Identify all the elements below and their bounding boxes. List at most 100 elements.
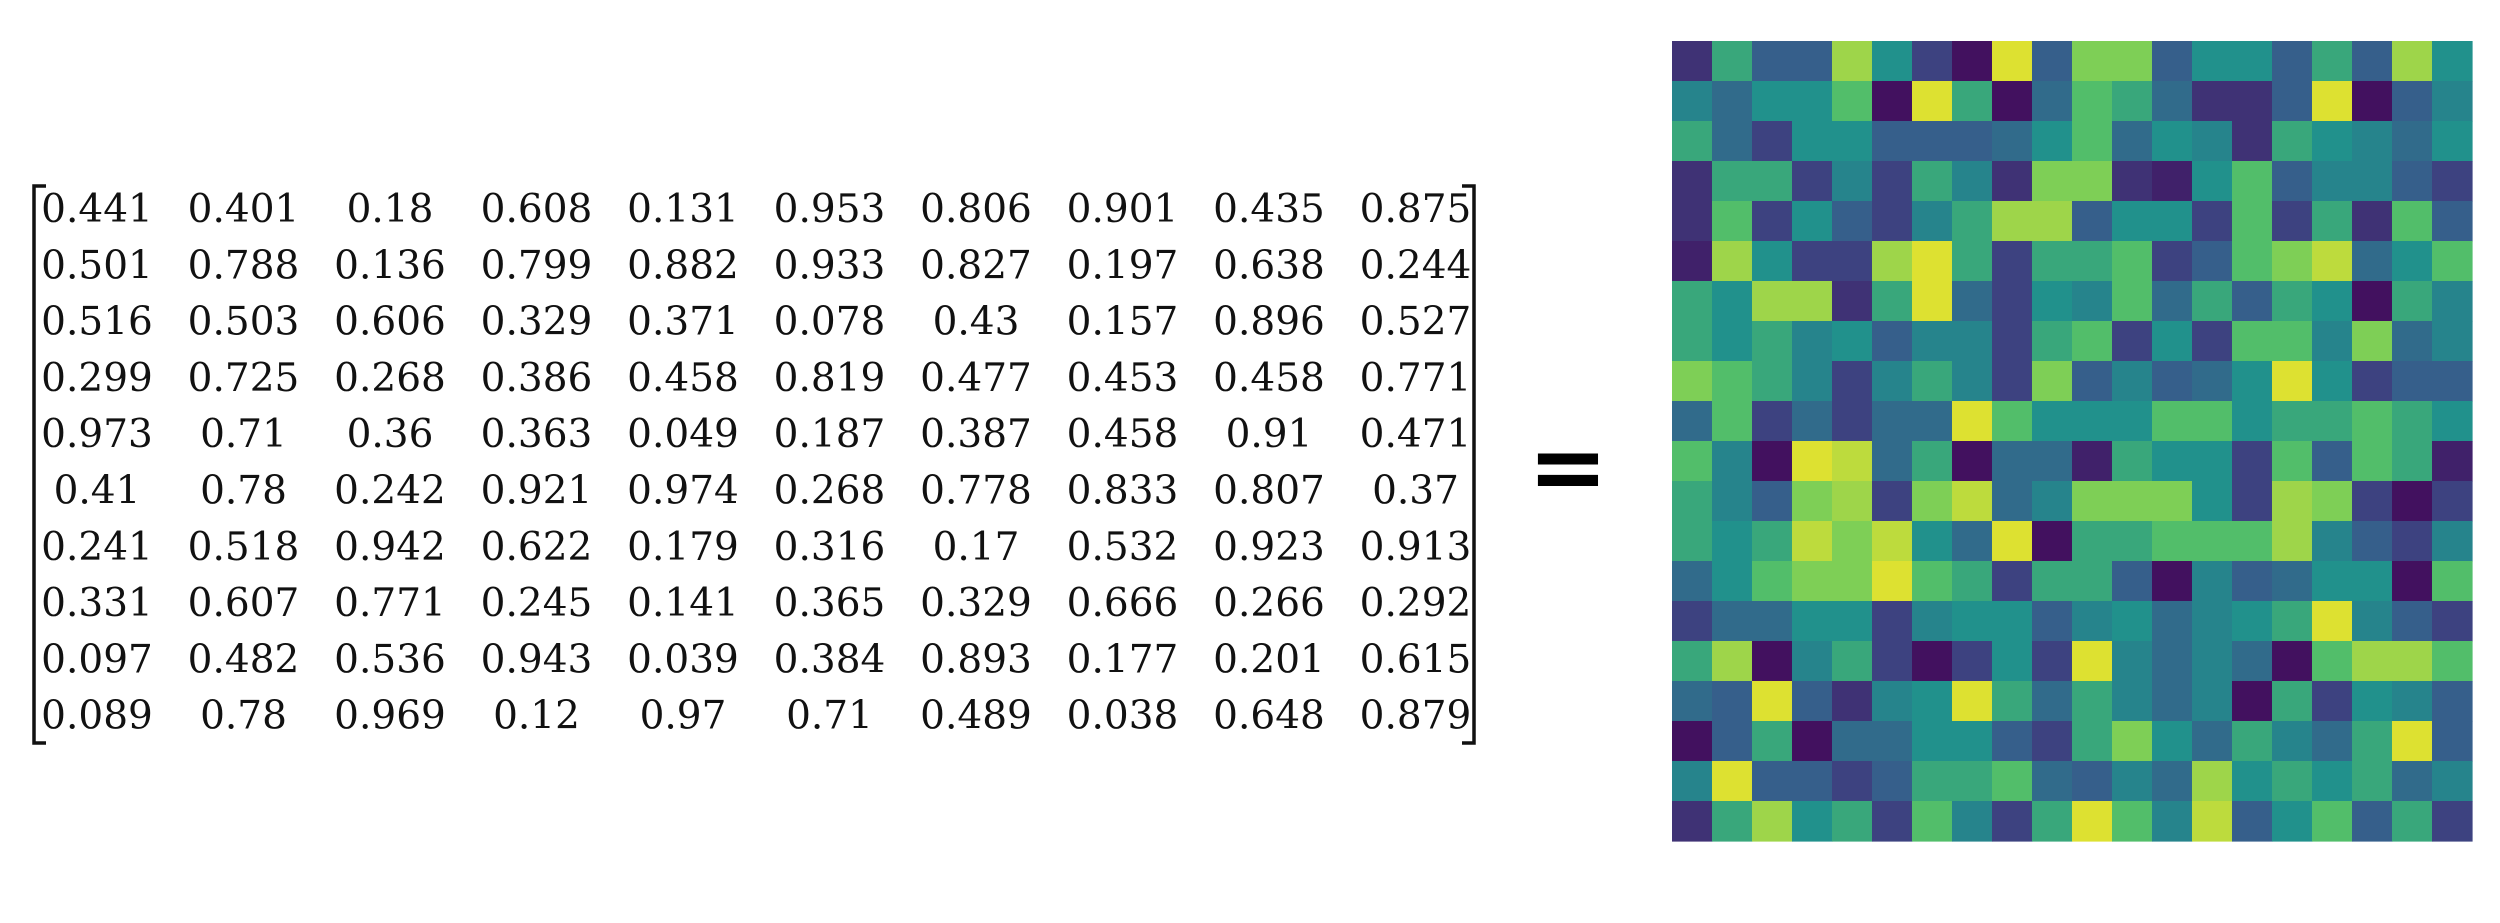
heatmap-cell bbox=[2192, 121, 2233, 162]
heatmap-cell bbox=[1912, 761, 1953, 802]
matrix-cell: 0.441 bbox=[41, 187, 153, 232]
heatmap-cell bbox=[2032, 41, 2073, 82]
heatmap-cell bbox=[1832, 601, 1873, 642]
heatmap-cell bbox=[2312, 161, 2353, 202]
heatmap-cell bbox=[2072, 81, 2113, 122]
matrix-values: 0.441 0.401 0.18 0.608 0.131 0.953 0.806 0.901 0… bbox=[41, 187, 1471, 739]
heatmap-cell bbox=[2032, 601, 2073, 642]
heatmap-cell bbox=[1912, 201, 1953, 242]
heatmap-cell bbox=[2032, 801, 2073, 842]
heatmap-cell bbox=[1952, 641, 1993, 682]
heatmap-cell bbox=[1752, 121, 1793, 162]
heatmap-cell bbox=[2112, 801, 2153, 842]
heatmap-cell bbox=[1952, 81, 1993, 122]
heatmap-cell bbox=[1752, 801, 1793, 842]
heatmap-cell bbox=[1752, 721, 1793, 762]
heatmap-cell bbox=[2352, 641, 2393, 682]
heatmap-cell bbox=[2392, 441, 2433, 482]
matrix-cell: 0.401 bbox=[188, 187, 300, 232]
heatmap-cell bbox=[1712, 81, 1753, 122]
heatmap-cell bbox=[1672, 241, 1713, 282]
matrix-cell: 0.365 bbox=[774, 581, 886, 626]
heatmap-cell bbox=[2072, 121, 2113, 162]
matrix-cell: 0.17 bbox=[933, 525, 1020, 570]
matrix-brackets bbox=[32, 184, 1476, 745]
heatmap-cell bbox=[1832, 41, 1873, 82]
heatmap-cell bbox=[2192, 761, 2233, 802]
heatmap-cell bbox=[1712, 161, 1753, 202]
heatmap-cell bbox=[1912, 801, 1953, 842]
heatmap-cell bbox=[1952, 681, 1993, 722]
heatmap-cell bbox=[1712, 361, 1753, 402]
matrix-cell: 0.329 bbox=[920, 581, 1032, 626]
heatmap-cell bbox=[2312, 361, 2353, 402]
heatmap-cell bbox=[2312, 481, 2353, 522]
heatmap-cell bbox=[1832, 521, 1873, 562]
heatmap-cell bbox=[2352, 761, 2393, 802]
matrix-cell: 0.875 bbox=[1360, 187, 1472, 232]
heatmap-cell bbox=[1872, 561, 1913, 602]
heatmap-cell bbox=[2432, 521, 2473, 562]
heatmap-cell bbox=[1752, 601, 1793, 642]
heatmap-cell bbox=[2352, 481, 2393, 522]
heatmap-cell bbox=[1912, 601, 1953, 642]
matrix-cell: 0.615 bbox=[1360, 637, 1472, 682]
heatmap-cell bbox=[2032, 481, 2073, 522]
heatmap-cell bbox=[2392, 801, 2433, 842]
heatmap-cell bbox=[2432, 601, 2473, 642]
heatmap-cell bbox=[1992, 641, 2033, 682]
heatmap-cell bbox=[2352, 801, 2393, 842]
matrix-cell: 0.518 bbox=[188, 525, 300, 570]
matrix-cell: 0.879 bbox=[1360, 694, 1472, 739]
heatmap-cell bbox=[2432, 241, 2473, 282]
heatmap-cell bbox=[2192, 561, 2233, 602]
heatmap-cell bbox=[2272, 41, 2313, 82]
heatmap-cell bbox=[1712, 241, 1753, 282]
heatmap-cell bbox=[2392, 81, 2433, 122]
heatmap-cell bbox=[1952, 441, 1993, 482]
heatmap-cell bbox=[1832, 561, 1873, 602]
heatmap-cell bbox=[2112, 601, 2153, 642]
heatmap-cell bbox=[2112, 401, 2153, 442]
matrix-cell: 0.943 bbox=[481, 637, 593, 682]
heatmap-cell bbox=[2032, 561, 2073, 602]
heatmap-cell bbox=[1712, 441, 1753, 482]
heatmap-cell bbox=[1992, 401, 2033, 442]
heatmap-cell bbox=[2392, 681, 2433, 722]
heatmap-cell bbox=[2312, 521, 2353, 562]
heatmap-cell bbox=[2272, 361, 2313, 402]
matrix-cell: 0.453 bbox=[1067, 356, 1179, 401]
matrix-cell: 0.435 bbox=[1213, 187, 1325, 232]
matrix-cell: 0.477 bbox=[920, 356, 1032, 401]
heatmap-cell bbox=[2352, 521, 2393, 562]
matrix-cell: 0.458 bbox=[1067, 412, 1179, 457]
matrix-cell: 0.131 bbox=[627, 187, 739, 232]
matrix-cell: 0.268 bbox=[334, 356, 446, 401]
heatmap-cell bbox=[1912, 81, 1953, 122]
heatmap-cell bbox=[1672, 441, 1713, 482]
heatmap-cell bbox=[1832, 241, 1873, 282]
heatmap-cell bbox=[2152, 601, 2193, 642]
heatmap-cell bbox=[2192, 161, 2233, 202]
heatmap-cell bbox=[2432, 361, 2473, 402]
heatmap-cell bbox=[1752, 321, 1793, 362]
heatmap-cell bbox=[1672, 721, 1713, 762]
matrix-cell: 0.606 bbox=[334, 300, 446, 345]
heatmap-cell bbox=[2232, 281, 2273, 322]
matrix-cell: 0.833 bbox=[1067, 469, 1179, 514]
matrix-cell: 0.78 bbox=[200, 694, 287, 739]
matrix-cell: 0.516 bbox=[41, 300, 153, 345]
matrix-cell: 0.187 bbox=[774, 412, 886, 457]
heatmap-cell bbox=[2312, 121, 2353, 162]
heatmap-cell bbox=[1952, 201, 1993, 242]
heatmap-cell bbox=[2152, 201, 2193, 242]
matrix-cell: 0.827 bbox=[920, 243, 1032, 288]
heatmap-cell bbox=[2232, 761, 2273, 802]
heatmap-cell bbox=[2232, 481, 2273, 522]
heatmap-cell bbox=[2032, 641, 2073, 682]
heatmap-cell bbox=[1672, 201, 1713, 242]
heatmap-cell bbox=[2072, 801, 2113, 842]
heatmap-cell bbox=[2152, 321, 2193, 362]
heatmap-cell bbox=[2432, 441, 2473, 482]
matrix-cell: 0.245 bbox=[481, 581, 593, 626]
